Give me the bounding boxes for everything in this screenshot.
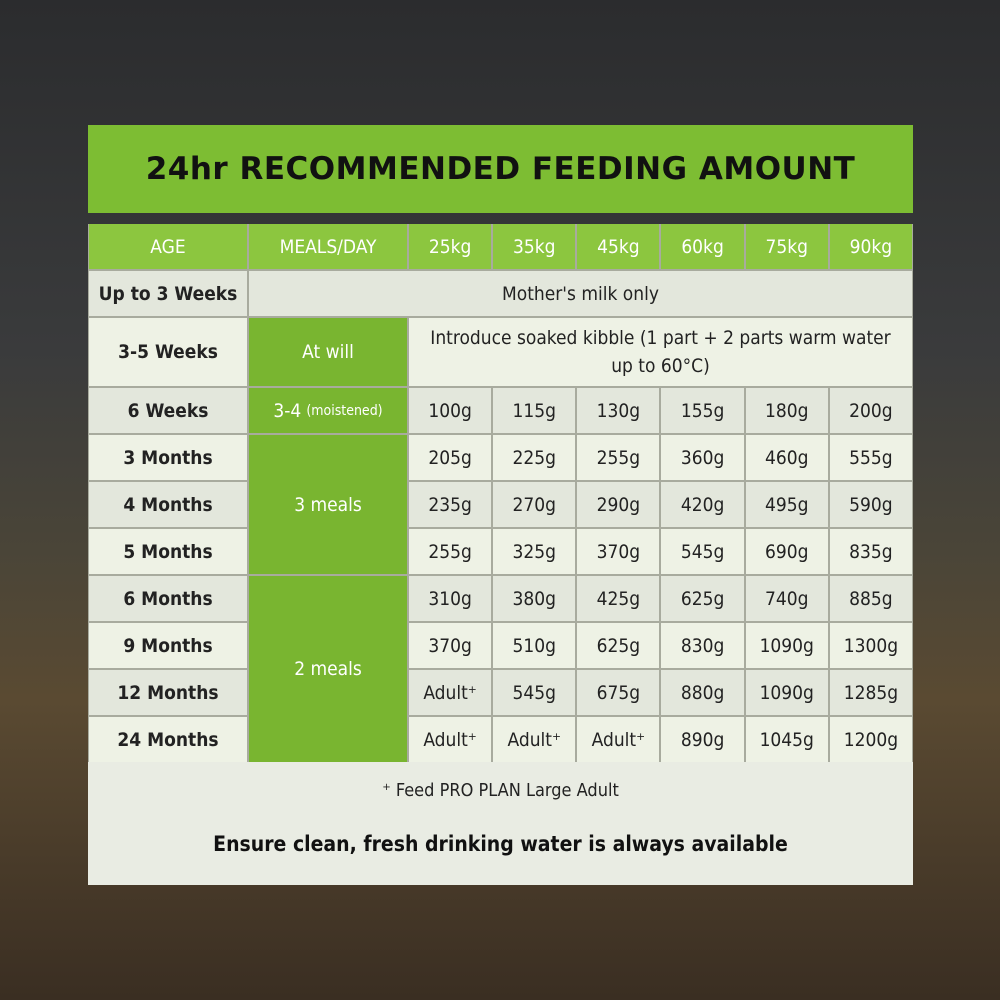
amount-cell: 590g: [829, 482, 912, 527]
amount-cell: 425g: [577, 576, 660, 621]
age-cell: 6 Months: [89, 576, 247, 621]
header-cell: 90kg: [829, 224, 912, 269]
amount-cell: 555g: [829, 435, 912, 480]
age-cell: 5 Months: [89, 529, 247, 574]
amount-cell: 1285g: [829, 670, 912, 715]
amount-cell: 675g: [577, 670, 660, 715]
amount-cell: Adult⁺: [409, 717, 492, 762]
amount-cell: 880g: [661, 670, 744, 715]
footnote: ⁺ Feed PRO PLAN Large Adult: [382, 780, 619, 801]
amount-cell: 890g: [661, 717, 744, 762]
meals-text: 2 meals: [294, 658, 362, 680]
meals-text: At will: [302, 341, 354, 363]
amount-cell: 235g: [409, 482, 492, 527]
amount-cell: 830g: [661, 623, 744, 668]
age-cell: 6 Weeks: [89, 388, 247, 433]
age-cell: 3-5 Weeks: [89, 318, 247, 386]
amount-cell: 1200g: [829, 717, 912, 762]
amount-cell: 180g: [745, 388, 828, 433]
amount-cell: 1090g: [745, 623, 828, 668]
amount-cell: 690g: [745, 529, 828, 574]
amount-cell: 225g: [493, 435, 576, 480]
amount-cell: 360g: [661, 435, 744, 480]
amount-cell: 625g: [577, 623, 660, 668]
meals-text: 3-4: [273, 399, 302, 422]
amount-cell: 380g: [493, 576, 576, 621]
meals-cell: 2 meals: [249, 576, 407, 762]
age-cell: 24 Months: [89, 717, 247, 762]
amount-cell: 885g: [829, 576, 912, 621]
amount-cell: 460g: [745, 435, 828, 480]
amount-cell: 255g: [577, 435, 660, 480]
amount-cell: 625g: [661, 576, 744, 621]
amount-cell: 420g: [661, 482, 744, 527]
header-cell: MEALS/DAY: [249, 224, 407, 269]
feeding-table: AGE MEALS/DAY 25kg 35kg 45kg 60kg 75kg 90kg Up t…: [88, 224, 913, 762]
amount-cell: 495g: [745, 482, 828, 527]
age-cell: 12 Months: [89, 670, 247, 715]
footer: ⁺ Feed PRO PLAN Large Adult Ensure clean…: [88, 762, 913, 885]
amount-cell: 510g: [493, 623, 576, 668]
header-cell: 35kg: [493, 224, 576, 269]
amount-cell: 115g: [493, 388, 576, 433]
amount-cell: 255g: [409, 529, 492, 574]
amount-cell: 1090g: [745, 670, 828, 715]
amount-cell: Adult⁺: [493, 717, 576, 762]
header-cell: 60kg: [661, 224, 744, 269]
amount-cell: 130g: [577, 388, 660, 433]
meals-note: (moistened): [306, 402, 383, 419]
amount-cell: Adult⁺: [577, 717, 660, 762]
amount-cell: Adult⁺: [409, 670, 492, 715]
header-cell: 45kg: [577, 224, 660, 269]
header-cell: 25kg: [409, 224, 492, 269]
header-cell: AGE: [89, 224, 247, 269]
amount-cell: 270g: [493, 482, 576, 527]
title-bar: 24hr RECOMMENDED FEEDING AMOUNT: [88, 125, 913, 213]
amount-cell: 1045g: [745, 717, 828, 762]
age-cell: 4 Months: [89, 482, 247, 527]
meals-text: 3 meals: [294, 493, 362, 516]
amount-cell: 370g: [409, 623, 492, 668]
amount-cell: 200g: [829, 388, 912, 433]
amount-cell: 1300g: [829, 623, 912, 668]
age-cell: 9 Months: [89, 623, 247, 668]
amount-cell: 370g: [577, 529, 660, 574]
amount-cell: 155g: [661, 388, 744, 433]
amount-cell: 100g: [409, 388, 492, 433]
amount-cell: 740g: [745, 576, 828, 621]
notice: Ensure clean, fresh drinking water is al…: [213, 832, 788, 856]
age-cell: 3 Months: [89, 435, 247, 480]
amount-cell: 205g: [409, 435, 492, 480]
amount-cell: 545g: [661, 529, 744, 574]
note-cell: Introduce soaked kibble (1 part + 2 part…: [409, 318, 912, 386]
note-cell: Mother's milk only: [249, 271, 912, 316]
header-cell: 75kg: [745, 224, 828, 269]
amount-cell: 290g: [577, 482, 660, 527]
amount-cell: 325g: [493, 529, 576, 574]
amount-cell: 310g: [409, 576, 492, 621]
meals-cell: 3-4 (moistened): [249, 388, 407, 433]
meals-cell: 3 meals: [249, 435, 407, 574]
amount-cell: 835g: [829, 529, 912, 574]
meals-cell: At will: [249, 318, 407, 386]
amount-cell: 545g: [493, 670, 576, 715]
age-cell: Up to 3 Weeks: [89, 271, 247, 316]
